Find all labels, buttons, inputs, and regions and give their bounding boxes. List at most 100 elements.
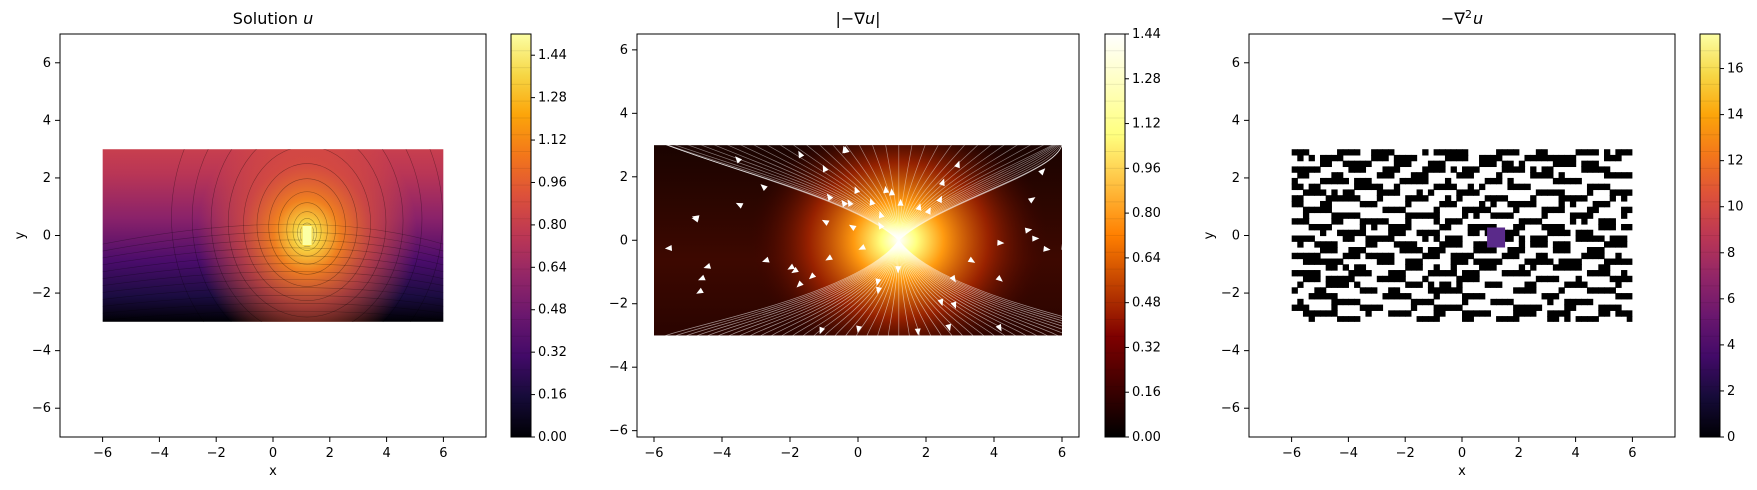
speckle-cell: [1427, 160, 1435, 168]
speckle-cell: [1490, 223, 1497, 231]
speckle-cell: [1393, 287, 1401, 294]
speckle-cell: [1456, 189, 1463, 196]
speckle-cell: [1337, 316, 1344, 322]
speckle-cell: [1297, 195, 1304, 202]
speckle-cell: [1359, 166, 1367, 173]
speckle-cell: [1462, 212, 1469, 219]
speckle-cell: [1507, 270, 1514, 277]
colorbar-tick-label: 1.12: [538, 133, 567, 148]
speckle-cell: [1359, 177, 1367, 185]
speckle-cell: [1302, 270, 1310, 277]
streamline: [898, 145, 1054, 241]
speckle-cell: [1490, 195, 1497, 202]
speckle-cell: [1433, 160, 1440, 168]
speckle-cell: [1348, 189, 1355, 196]
speckle-cell: [1444, 195, 1452, 202]
y-tick-label: −6: [1221, 401, 1240, 416]
speckle-cell: [1518, 270, 1526, 277]
colorbar-tick-label: 0.16: [1132, 385, 1161, 400]
streamline: [835, 240, 900, 336]
speckle-cell: [1479, 293, 1486, 300]
stream-arrow: [822, 164, 829, 173]
speckle-cell: [1581, 166, 1588, 173]
speckle-cell: [1354, 183, 1361, 191]
speckle-cell: [1581, 281, 1588, 288]
speckle-cell: [1552, 264, 1560, 271]
colorbar-tick-label: 16: [1727, 62, 1744, 77]
speckle-cell: [1393, 310, 1401, 317]
speckle-cell: [1371, 223, 1378, 231]
speckle-cell: [1467, 310, 1474, 317]
speckle-cell: [1359, 287, 1367, 294]
speckle-cell: [1337, 275, 1344, 283]
speckle-cell: [1552, 177, 1560, 185]
speckle-cell: [1399, 160, 1406, 168]
speckle-cell: [1530, 264, 1537, 271]
stream-arrow: [1027, 197, 1036, 204]
speckle-cell: [1393, 183, 1401, 191]
speckle-cell: [1405, 195, 1412, 202]
speckle-cell: [1575, 275, 1582, 283]
speckle-cell: [1382, 293, 1389, 300]
y-tick-label: −4: [32, 344, 51, 359]
speckle-cell: [1337, 298, 1344, 306]
speckle-cell: [1507, 247, 1514, 254]
speckle-cell: [1331, 275, 1338, 283]
speckle-cell: [1575, 149, 1582, 156]
speckle-cell: [1308, 293, 1315, 300]
speckle-cell: [1473, 293, 1480, 300]
contour-line: [191, 149, 423, 322]
stream-arrow: [878, 210, 885, 219]
speckle-cell: [1547, 293, 1554, 300]
contour-line: [297, 218, 317, 248]
speckle-cell: [1291, 252, 1298, 260]
speckle-cell: [1297, 200, 1304, 208]
streamline: [792, 240, 900, 336]
x-tick-label: 0: [1458, 446, 1466, 461]
y-tick-label: 0: [43, 229, 51, 244]
speckle-cell: [1427, 316, 1435, 322]
speckle-cell: [1484, 223, 1491, 231]
speckle-cell: [1405, 247, 1412, 254]
colorbar-tick-label: 0.80: [538, 218, 567, 233]
streamline: [898, 240, 1062, 317]
streamline: [813, 240, 900, 336]
speckle-cell: [1405, 212, 1412, 219]
stream-arrow: [841, 199, 848, 208]
colorbar-tick-label: 6: [1727, 292, 1735, 307]
speckle-cell: [1575, 195, 1582, 202]
speckle-cell: [1325, 195, 1332, 202]
stream-arrow: [876, 286, 882, 295]
speckle-cell: [1439, 166, 1446, 173]
speckle-cell: [1308, 223, 1315, 231]
speckle-cell: [1586, 149, 1594, 156]
streamline: [803, 240, 900, 336]
speckle-cell: [1507, 316, 1514, 322]
speckle-cell: [1337, 149, 1344, 156]
colorbar-tick-label: 14: [1727, 108, 1744, 123]
speckle-cell: [1342, 189, 1349, 196]
stream-arrow: [808, 272, 817, 280]
speckle-cell: [1376, 195, 1384, 202]
speckle-cell: [1331, 304, 1338, 311]
x-tick-label: −2: [207, 446, 226, 461]
speckle-cell: [1416, 258, 1423, 265]
speckle-cell: [1535, 252, 1543, 260]
speckle-cell: [1604, 304, 1611, 311]
speckle-cell: [1541, 212, 1548, 219]
speckle-cell: [1422, 166, 1429, 173]
speckle-cell: [1382, 275, 1389, 283]
speckle-cell: [1320, 287, 1327, 294]
colorbar-tick-label: 2: [1727, 384, 1735, 399]
speckle-cell: [1422, 149, 1429, 156]
speckle-cell: [1518, 235, 1526, 242]
speckle-cell: [1297, 172, 1304, 179]
field-region: [1291, 149, 1633, 322]
x-tick-label: 0: [269, 446, 277, 461]
speckle-cell: [1405, 241, 1412, 248]
speckle-cell: [1518, 241, 1526, 248]
speckle-cell: [1382, 206, 1389, 214]
speckle-cell: [1479, 154, 1486, 162]
speckle-cell: [1513, 287, 1520, 294]
speckle-cell: [1376, 183, 1384, 191]
